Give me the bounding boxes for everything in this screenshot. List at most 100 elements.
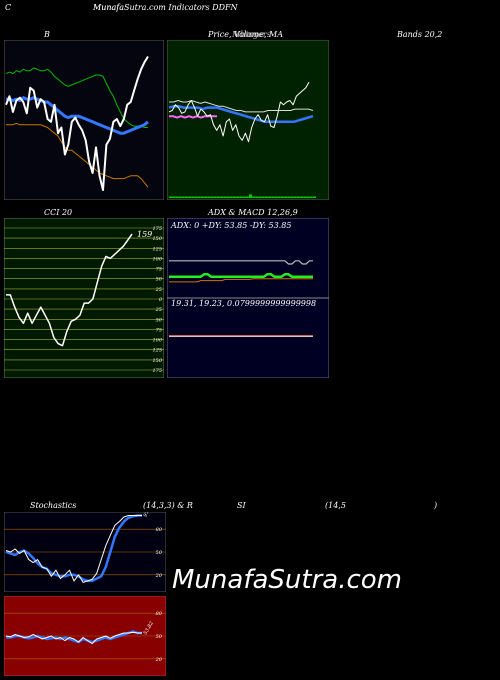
cci-tick-label: 150 [152,236,162,242]
adx-macd-series-0 [169,272,313,279]
cci-tick-label: 25 [155,287,162,293]
volume-bar [268,196,272,198]
price-ma-series-3 [168,81,310,143]
price-ma-overlap-label: Mbingers [232,30,271,39]
bollinger-series-3 [5,55,149,191]
stoch-params-label: (14,3,3) & R [143,501,193,510]
volume-bar [213,196,217,198]
rsi-close-label: ) [434,501,438,510]
cci-tick-label: 125 [152,348,162,354]
volume-bar [207,196,211,198]
bands-label: Bands 20,2 [397,30,443,39]
volume-bar [242,196,246,198]
rsi-series-0 [6,630,142,644]
stochastics-series-0 [5,514,142,583]
page-title: MunafaSutra.com Indicators DDFN [93,3,238,12]
volume-bar [178,196,182,198]
volume-bar [185,196,188,198]
stochastics-chart: 80 50 20 97.5 [4,512,166,592]
volume-bar [309,196,313,198]
volume-bar [201,196,204,198]
cci-last-value: 159 [137,230,152,239]
price-ma-chart [167,40,329,200]
stochastics-svg: 80 50 20 97.5 [4,512,166,592]
cci-tick-label: 100 [152,256,162,262]
volume-bar [284,196,288,198]
watermark: MunafaSutra.com [172,565,403,595]
volume-bar [204,196,208,198]
volume-bar [194,196,198,198]
adx-macd-series-1 [169,278,313,283]
adx-macd-chart: ADX: 0 +DY: 53.85 -DY: 53.85 19.31, 19.2… [167,218,329,378]
volume-bar [303,196,307,198]
volume-bar [297,196,300,198]
bollinger-background [4,40,164,200]
volume-bar [258,196,262,198]
volume-bar [274,196,278,198]
cci-tick-label: 75 [156,267,162,273]
cci-tick-label: 150 [152,358,162,364]
volume-bar [249,194,252,198]
volume-bar [313,196,316,198]
bollinger-series-2 [6,122,149,188]
rsi-label: SI [237,501,246,510]
volume-bar [210,196,214,198]
stochastics-tick-label: 50 [156,550,163,556]
page-title-overlap: Munafa [93,3,124,12]
cci-tick-label: 75 [156,327,162,333]
stochastics-last-value: 97.5 [143,512,154,519]
volume-bar [217,196,220,198]
volume-bar [290,196,294,198]
cci-tick-label: 175 [152,226,162,232]
price-ma-svg [167,40,329,200]
cci-background [4,218,164,378]
bollinger-chart [4,40,164,200]
price-ma-background [167,40,329,200]
bollinger-svg [4,40,164,200]
volume-bar [175,196,179,198]
cci-chart: 175 150 125 100 75 50 25 0 25 50 75 100 125 150 175 159 [4,218,164,378]
volume-bar [220,196,224,198]
volume-bar [239,196,243,198]
cci-tick-label: 25 [155,307,162,313]
rsi-tick-label: 20 [155,657,163,663]
cci-label: CCI 20 [44,208,73,217]
price-ma-series-0 [169,100,314,113]
volume-bar [169,196,172,198]
rsi-chart: 80 50 20 53.82 [4,596,166,676]
price-ma-series-2 [169,115,217,119]
cci-tick-label: 175 [152,368,162,374]
stochastics-tick-label: 80 [156,527,163,533]
cci-line [6,233,133,347]
stochastics-series-1 [5,515,142,583]
volume-bar [277,196,281,198]
volume-bar [300,196,304,198]
corner-label: C [5,3,12,12]
volume-bar [233,196,236,198]
volume-bar [223,196,227,198]
volume-bar [226,196,230,198]
volume-bar [287,196,291,198]
volume-bar [261,196,265,198]
volume-bar [236,196,240,198]
volume-bar [271,196,275,198]
rsi-tick-label: 80 [156,611,163,617]
volume-bar [197,196,201,198]
volume-bar [255,196,259,198]
price-ma-label: Price, Volume, MA [208,30,284,39]
volume-bar [191,196,195,198]
volume-bar [172,196,176,198]
adx-macd-series-2 [169,260,313,265]
stoch-title-label: Stochastics [30,501,77,510]
adx-macd-svg: ADX: 0 +DY: 53.85 -DY: 53.85 19.31, 19.2… [167,218,329,378]
volume-bar [229,196,233,198]
cci-tick-label: 50 [156,317,163,323]
volume-bar [293,196,297,198]
cci-tick-label: 50 [156,277,163,283]
adx-values-text: ADX: 0 +DY: 53.85 -DY: 53.85 [170,221,291,230]
macd-values-text: 19.31, 19.23, 0.0799999999999998 [171,299,316,308]
volume-bar [281,196,284,198]
volume-bar [252,196,256,198]
rsi-tick-label: 50 [156,634,163,640]
